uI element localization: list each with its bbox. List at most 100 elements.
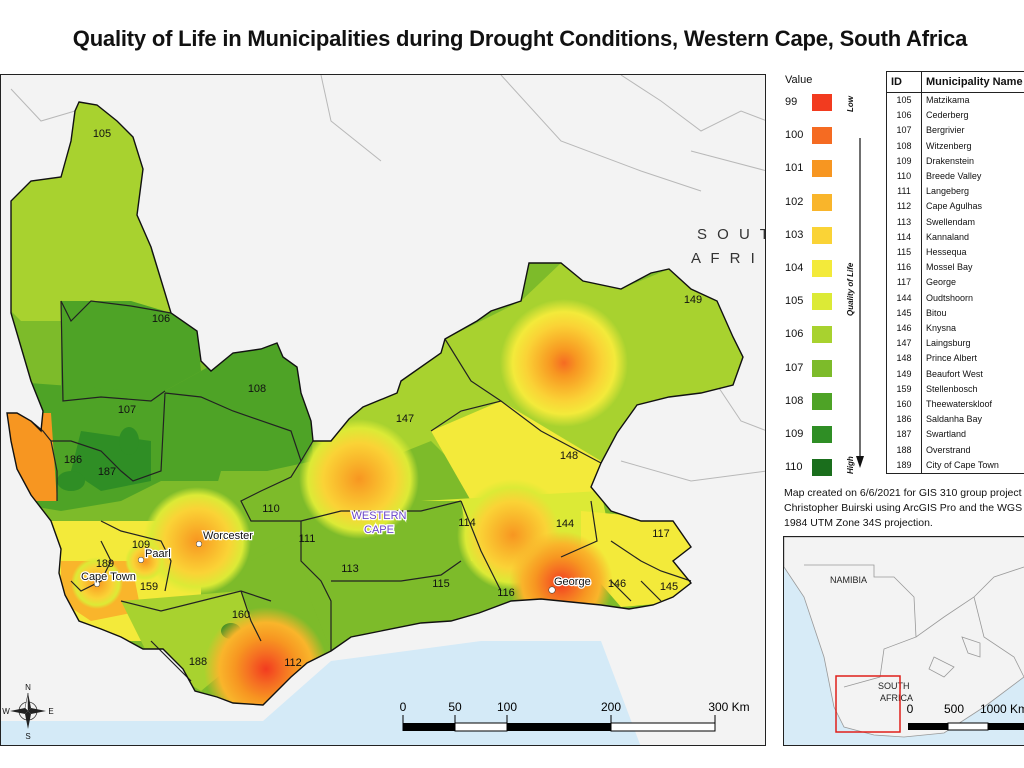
label-108: 108 [248, 383, 266, 395]
table-cell-name: Drakenstein [921, 153, 1024, 170]
table-cell-id: 187 [886, 427, 922, 443]
inset-label-africa: AFRICA [880, 693, 913, 703]
province-outline [6, 101, 744, 706]
compass-rose: N E S W [2, 683, 53, 741]
legend-swatch-104 [812, 260, 832, 277]
table-cell-id: 112 [886, 199, 922, 215]
label-149: 149 [684, 294, 702, 306]
label-189: 189 [96, 558, 114, 570]
label-144: 144 [556, 518, 574, 530]
legend-low-label: Low [846, 96, 855, 112]
label-147: 147 [396, 413, 414, 425]
legend-value-101: 101 [785, 162, 804, 175]
table-cell-id: 160 [886, 397, 922, 413]
table-cell-id: 106 [886, 108, 922, 124]
table-cell-name: Hessequa [921, 245, 1024, 261]
inset-borders [804, 564, 1024, 688]
country-label-south: S O U T H [697, 226, 766, 243]
legend-swatch-107 [812, 359, 832, 377]
table-cell-name: Cederberg [921, 108, 1024, 124]
label-114: 114 [458, 517, 476, 529]
table-row: 148 Prince Albert [886, 351, 1024, 367]
compass-w: W [2, 707, 10, 716]
label-112: 112 [284, 657, 302, 669]
province-label-cape: CAPE [364, 524, 394, 536]
table-cell-id: 117 [886, 275, 922, 291]
legend-value-109: 109 [785, 428, 804, 440]
scale-bar: 0 50 100 200 300 Km [400, 700, 750, 732]
table-cell-id: 146 [886, 321, 922, 337]
label-117: 117 [652, 528, 670, 540]
label-148: 148 [560, 450, 578, 462]
table-row: 188 Overstrand [886, 442, 1024, 458]
table-cell-id: 188 [886, 442, 922, 458]
table-row: 117 George [886, 275, 1024, 291]
table-row: 149 Beaufort West [886, 366, 1024, 382]
label-188: 188 [189, 656, 207, 668]
table-cell-name: Overstrand [921, 442, 1024, 458]
table-cell-name: Swellendam [921, 214, 1024, 230]
legend-value-107: 107 [785, 361, 804, 374]
legend-axis [850, 98, 868, 470]
table-cell-id: 144 [886, 290, 922, 306]
table-cell-name: Prince Albert [921, 351, 1024, 367]
municipality-labels: 105 106 107 108 186 187 110 147 148 149 … [64, 128, 702, 669]
legend-swatch-105 [812, 293, 832, 311]
legend-value-102: 102 [785, 195, 804, 208]
municipal-boundaries [30, 300, 692, 682]
inset-scale-500: 500 [944, 702, 964, 716]
table-cell-id: 147 [886, 336, 922, 352]
table-cell-id: 114 [886, 229, 922, 246]
label-109: 109 [132, 539, 150, 551]
legend-value-100: 100 [785, 129, 804, 142]
town-labels: Worcester Paarl Cape Town George [80, 529, 592, 594]
inset-label-namibia: NAMIBIA [830, 575, 867, 585]
table-row: 144 Oudtshoorn [886, 290, 1024, 306]
table-row: 116 Mossel Bay [886, 260, 1024, 276]
table-cell-name: George [921, 275, 1024, 291]
compass-n: N [25, 683, 31, 692]
compass-s: S [25, 732, 30, 741]
table-row: 110 Breede Valley [886, 169, 1024, 185]
table-cell-name: Witzenberg [921, 138, 1024, 154]
table-row: 107 Bergrivier [886, 123, 1024, 139]
table-cell-id: 148 [886, 351, 922, 367]
table-cell-name: Bitou [921, 305, 1024, 322]
table-cell-name: Cape Agulhas [921, 199, 1024, 215]
table-cell-name: Stellenbosch [921, 381, 1024, 398]
table-cell-name: Saldanha Bay [921, 412, 1024, 428]
table-cell-id: 110 [886, 169, 922, 185]
table-row: 111 Langeberg [886, 184, 1024, 200]
label-115: 115 [432, 578, 450, 590]
legend-high-label: High [846, 456, 855, 474]
inset-label-south: SOUTH [878, 681, 910, 691]
compass-e: E [48, 707, 53, 716]
table-cell-name: Mossel Bay [921, 260, 1024, 276]
table-cell-name: Knysna [921, 321, 1024, 337]
table-row: 160 Theewaterskloof [886, 397, 1024, 413]
map-credits: Map created on 6/6/2021 for GIS 310 grou… [784, 487, 1024, 529]
legend-value-99: 99 [785, 96, 798, 108]
label-160: 160 [232, 609, 250, 621]
table-cell-id: 105 [886, 92, 922, 109]
main-map[interactable]: S O U T H A F R I C WESTERN CAPE 105 106… [0, 74, 766, 746]
table-row: 187 Swartland [886, 427, 1024, 443]
table-cell-name: Swartland [921, 427, 1024, 443]
table-cell-id: 145 [886, 305, 922, 322]
table-cell-name: Theewaterskloof [921, 397, 1024, 413]
legend-value-103: 103 [785, 228, 804, 241]
table-cell-id: 189 [886, 457, 922, 475]
legend-swatch-101 [812, 160, 832, 178]
inset-scale-0: 0 [907, 702, 914, 716]
legend-value-105: 105 [785, 295, 804, 308]
table-header-id: ID [886, 71, 922, 93]
label-146: 146 [608, 578, 626, 590]
table-row: 108 Witzenberg [886, 138, 1024, 154]
table-cell-id: 109 [886, 153, 922, 170]
table-cell-id: 107 [886, 123, 922, 139]
table-cell-id: 159 [886, 381, 922, 398]
map-title: Quality of Life in Municipalities during… [72, 26, 968, 51]
legend-swatch-110 [812, 459, 832, 477]
table-cell-id: 108 [886, 138, 922, 154]
inset-map[interactable]: NAMIBIA SOUTH AFRICA 0 500 1000 Km [783, 536, 1024, 746]
